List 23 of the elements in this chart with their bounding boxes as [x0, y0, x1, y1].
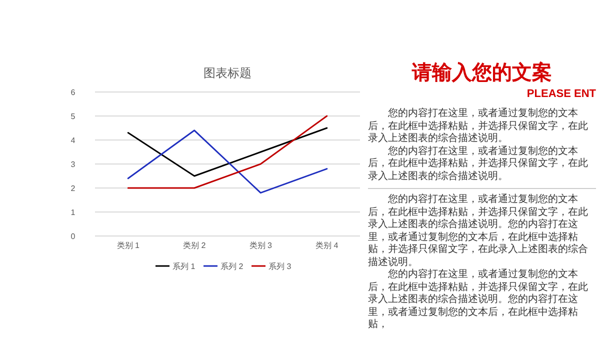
chart-title: 图表标题 — [204, 66, 252, 80]
y-tick-label: 2 — [70, 184, 76, 193]
text: 您的内容打在这里，或者通过复制您的文本后，在此框中选择粘贴，并选择只保留文字，在此录入上述图表的综合描述说明。您的内容打在这里，或者通过复制您的文本后，在此框中选择粘贴，并选择只保留文字，在此录入上述图表的综合描述说明。 — [368, 194, 589, 268]
line-series — [127, 127, 328, 177]
x-tick-label: 类别 3 — [249, 241, 273, 250]
text: 您的内容打在这里，或者通过复制您的文本后，在此框中选择粘贴，并选择只保留文字，在此录入上述图表的综合描述说明。 — [368, 146, 589, 183]
y-tick-label: 0 — [70, 232, 76, 241]
text: 您的内容打在这里，或者通过复制您的文本后，在此框中选择粘贴，并选择只保留文字，在此录入上述图表的综合描述说明。 — [368, 108, 589, 146]
line-series — [127, 130, 328, 194]
text: 您的内容打在这里，或者通过复制您的文本后，在此框中选择粘贴，并选择只保留文字，在此录入上述图表的综合描述说明。您的内容打在这里，或者通过复制您的文本后，在此框中选择粘贴， — [368, 269, 589, 332]
y-tick-label: 4 — [70, 136, 76, 145]
x-tick-label: 类别 2 — [183, 241, 206, 250]
legend-label: 系列 1 — [172, 262, 196, 271]
y-tick-label: 3 — [70, 160, 76, 169]
y-tick-label: 6 — [70, 88, 76, 97]
y-tick-label: 1 — [70, 208, 76, 217]
legend-label: 系列 3 — [268, 262, 292, 271]
x-tick-label: 类别 4 — [316, 241, 339, 250]
x-tick-label: 类别 1 — [116, 241, 140, 250]
text: PLEASE ENT — [526, 87, 596, 102]
legend-label: 系列 2 — [220, 262, 244, 271]
text: 请输入您的文案 — [410, 60, 553, 86]
y-tick-label: 5 — [70, 112, 76, 121]
